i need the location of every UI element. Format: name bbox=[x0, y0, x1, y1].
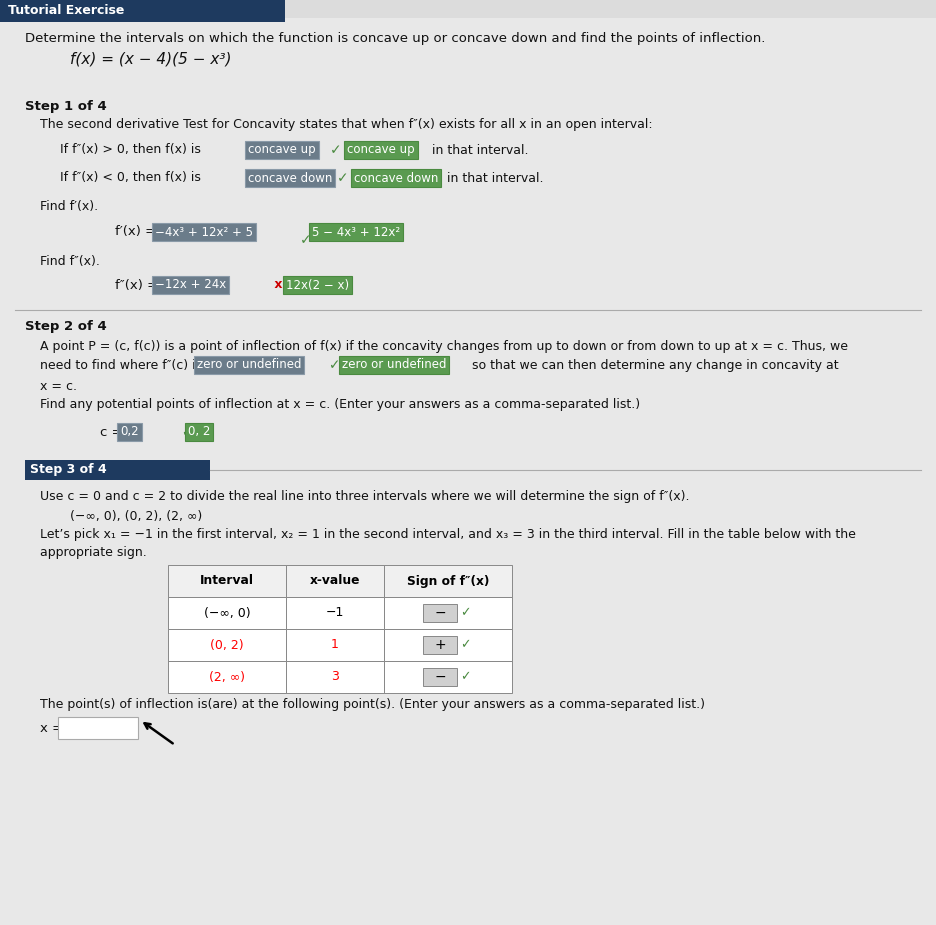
FancyBboxPatch shape bbox=[286, 597, 384, 629]
Text: ✓: ✓ bbox=[330, 143, 342, 157]
FancyBboxPatch shape bbox=[384, 661, 512, 693]
FancyBboxPatch shape bbox=[286, 661, 384, 693]
Text: Step 1 of 4: Step 1 of 4 bbox=[25, 100, 107, 113]
Text: x-value: x-value bbox=[310, 574, 360, 587]
Text: (0, 2): (0, 2) bbox=[211, 638, 243, 651]
Text: 5 − 4x³ + 12x²: 5 − 4x³ + 12x² bbox=[312, 226, 400, 239]
Text: −1: −1 bbox=[326, 607, 344, 620]
FancyBboxPatch shape bbox=[25, 460, 210, 480]
Text: f(x) = (x − 4)(5 − x³): f(x) = (x − 4)(5 − x³) bbox=[70, 52, 231, 67]
Text: ✓: ✓ bbox=[460, 607, 470, 620]
Text: (2, ∞): (2, ∞) bbox=[209, 671, 245, 684]
Text: concave up: concave up bbox=[248, 143, 315, 156]
FancyBboxPatch shape bbox=[168, 629, 286, 661]
Text: in that interval.: in that interval. bbox=[443, 171, 544, 184]
Text: 1: 1 bbox=[331, 638, 339, 651]
Text: 3: 3 bbox=[331, 671, 339, 684]
Text: Let’s pick x₁ = −1 in the first interval, x₂ = 1 in the second interval, and x₃ : Let’s pick x₁ = −1 in the first interval… bbox=[40, 528, 856, 541]
Text: zero or undefined: zero or undefined bbox=[197, 359, 301, 372]
Text: Step 3 of 4: Step 3 of 4 bbox=[30, 463, 107, 476]
Text: Use c = 0 and c = 2 to divide the real line into three intervals where we will d: Use c = 0 and c = 2 to divide the real l… bbox=[40, 490, 690, 503]
Text: concave up: concave up bbox=[347, 143, 415, 156]
Text: (−∞, 0), (0, 2), (2, ∞): (−∞, 0), (0, 2), (2, ∞) bbox=[70, 510, 202, 523]
FancyBboxPatch shape bbox=[384, 565, 512, 597]
Text: Tutorial Exercise: Tutorial Exercise bbox=[8, 5, 124, 18]
Text: Find f′(x).: Find f′(x). bbox=[40, 200, 98, 213]
Text: c =: c = bbox=[100, 426, 127, 438]
Text: ✓: ✓ bbox=[300, 233, 312, 247]
Text: ✓: ✓ bbox=[460, 671, 470, 684]
Text: ✓: ✓ bbox=[172, 425, 194, 439]
Text: need to find where f″(c) is: need to find where f″(c) is bbox=[40, 359, 206, 372]
Text: Find any potential points of inflection at x = c. (Enter your answers as a comma: Find any potential points of inflection … bbox=[40, 398, 640, 411]
Text: concave down: concave down bbox=[248, 171, 332, 184]
Text: −: − bbox=[434, 606, 446, 620]
FancyBboxPatch shape bbox=[0, 18, 936, 925]
Text: x = c.: x = c. bbox=[40, 380, 77, 393]
Text: zero or undefined: zero or undefined bbox=[342, 359, 446, 372]
Text: If f″(x) < 0, then f(x) is: If f″(x) < 0, then f(x) is bbox=[60, 171, 205, 184]
Text: Step 2 of 4: Step 2 of 4 bbox=[25, 320, 107, 333]
Text: f′(x) =: f′(x) = bbox=[115, 226, 160, 239]
Text: ✓: ✓ bbox=[460, 638, 470, 651]
Text: 12x(2 − x): 12x(2 − x) bbox=[286, 278, 349, 291]
Text: The second derivative Test for Concavity states that when f″(x) exists for all x: The second derivative Test for Concavity… bbox=[40, 118, 652, 131]
Text: Determine the intervals on which the function is concave up or concave down and : Determine the intervals on which the fun… bbox=[25, 32, 766, 45]
Text: −4x³ + 12x² + 5: −4x³ + 12x² + 5 bbox=[155, 226, 253, 239]
Text: ✓: ✓ bbox=[337, 171, 348, 185]
Text: f″(x) =: f″(x) = bbox=[115, 278, 162, 291]
Text: −12x + 24x: −12x + 24x bbox=[155, 278, 227, 291]
Text: 0, 2: 0, 2 bbox=[188, 426, 211, 438]
Text: +: + bbox=[434, 638, 446, 652]
FancyBboxPatch shape bbox=[286, 629, 384, 661]
FancyBboxPatch shape bbox=[58, 717, 138, 739]
Text: Sign of f″(x): Sign of f″(x) bbox=[407, 574, 490, 587]
FancyBboxPatch shape bbox=[384, 629, 512, 661]
FancyBboxPatch shape bbox=[168, 565, 286, 597]
Text: x: x bbox=[270, 278, 283, 291]
Text: The point(s) of inflection is(are) at the following point(s). (Enter your answer: The point(s) of inflection is(are) at th… bbox=[40, 698, 705, 711]
FancyBboxPatch shape bbox=[384, 597, 512, 629]
Text: Interval: Interval bbox=[200, 574, 254, 587]
FancyBboxPatch shape bbox=[423, 636, 457, 654]
FancyBboxPatch shape bbox=[423, 668, 457, 686]
Text: −: − bbox=[434, 670, 446, 684]
Text: x =: x = bbox=[40, 722, 67, 734]
Text: ✓: ✓ bbox=[324, 358, 345, 372]
FancyBboxPatch shape bbox=[423, 604, 457, 622]
FancyBboxPatch shape bbox=[168, 661, 286, 693]
FancyBboxPatch shape bbox=[168, 597, 286, 629]
Text: Find f″(x).: Find f″(x). bbox=[40, 255, 100, 268]
Text: concave down: concave down bbox=[354, 171, 438, 184]
Text: If f″(x) > 0, then f(x) is: If f″(x) > 0, then f(x) is bbox=[60, 143, 205, 156]
Text: (−∞, 0): (−∞, 0) bbox=[204, 607, 250, 620]
Text: appropriate sign.: appropriate sign. bbox=[40, 546, 147, 559]
Text: in that interval.: in that interval. bbox=[428, 143, 529, 156]
Text: A point P = (c, f(c)) is a point of inflection of f(x) if the concavity changes : A point P = (c, f(c)) is a point of infl… bbox=[40, 340, 848, 353]
Text: 0,2: 0,2 bbox=[120, 426, 139, 438]
FancyBboxPatch shape bbox=[0, 0, 285, 22]
Text: so that we can then determine any change in concavity at: so that we can then determine any change… bbox=[468, 359, 839, 372]
FancyBboxPatch shape bbox=[286, 565, 384, 597]
